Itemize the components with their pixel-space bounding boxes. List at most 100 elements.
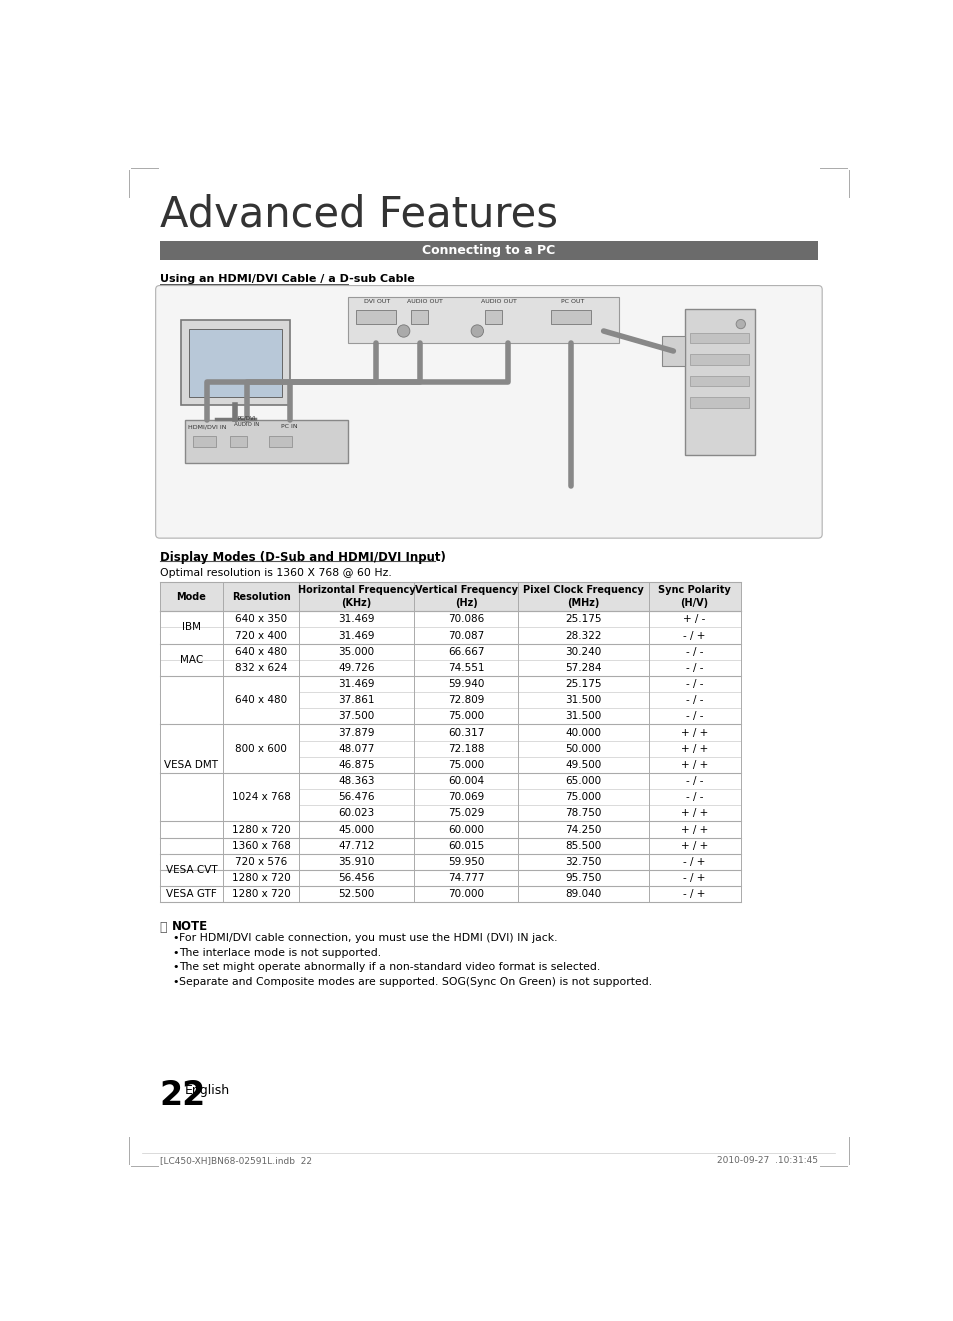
Bar (411, 310, 428, 324)
Bar (690, 375, 748, 387)
Bar (159, 757, 740, 773)
Text: 72.188: 72.188 (447, 744, 484, 754)
Bar (159, 886, 740, 902)
Bar (684, 309, 754, 454)
Text: 70.069: 70.069 (448, 793, 484, 802)
Text: 57.284: 57.284 (564, 663, 601, 672)
Text: 59.940: 59.940 (447, 679, 484, 690)
FancyBboxPatch shape (155, 285, 821, 538)
Text: NOTE: NOTE (172, 919, 208, 933)
Text: 30.240: 30.240 (565, 647, 601, 657)
Text: 1024 x 768: 1024 x 768 (232, 793, 291, 802)
Text: - / +: - / + (682, 857, 705, 867)
Text: 1280 x 720: 1280 x 720 (232, 889, 290, 900)
Text: 70.000: 70.000 (448, 889, 483, 900)
Bar (230, 436, 247, 448)
Text: 37.879: 37.879 (337, 728, 375, 737)
Text: 25.175: 25.175 (564, 679, 601, 690)
Text: VESA CVT: VESA CVT (165, 865, 217, 875)
Text: 52.500: 52.500 (338, 889, 375, 900)
Text: + / +: + / + (680, 744, 707, 754)
Text: 45.000: 45.000 (338, 824, 375, 835)
Text: English: English (184, 1085, 230, 1096)
Text: 35.000: 35.000 (338, 647, 375, 657)
Text: Advanced Features: Advanced Features (159, 193, 557, 235)
Text: 65.000: 65.000 (565, 775, 601, 786)
Text: 31.469: 31.469 (337, 630, 375, 641)
Text: [LC450-XH]BN68-02591L.indb  22: [LC450-XH]BN68-02591L.indb 22 (159, 1156, 312, 1165)
Text: PC IN: PC IN (281, 424, 297, 429)
Text: Horizontal Frequency
(KHz): Horizontal Frequency (KHz) (297, 585, 415, 608)
Text: 48.077: 48.077 (338, 744, 375, 754)
Text: - / -: - / - (685, 663, 702, 672)
Text: 22: 22 (159, 1079, 206, 1112)
Text: 31.469: 31.469 (337, 614, 375, 625)
Bar (159, 838, 740, 853)
Bar (159, 822, 740, 838)
Text: 832 x 624: 832 x 624 (234, 663, 287, 672)
Text: 40.000: 40.000 (565, 728, 600, 737)
Text: 28.322: 28.322 (564, 630, 601, 641)
Text: PC OUT: PC OUT (560, 300, 583, 304)
Text: DVI OUT: DVI OUT (364, 300, 390, 304)
Text: 85.500: 85.500 (565, 840, 601, 851)
Text: + / +: + / + (680, 840, 707, 851)
Text: •: • (172, 963, 178, 972)
Text: 72.809: 72.809 (447, 695, 484, 705)
Bar (159, 612, 740, 627)
Bar (159, 627, 740, 643)
Text: 31.500: 31.500 (565, 712, 601, 721)
Text: 60.015: 60.015 (448, 840, 484, 851)
Bar (159, 692, 740, 708)
Bar (159, 806, 740, 822)
Text: MAC: MAC (179, 655, 203, 664)
Bar (159, 741, 740, 757)
Text: 49.726: 49.726 (337, 663, 375, 672)
Text: 📋: 📋 (159, 921, 167, 934)
Text: 49.500: 49.500 (565, 760, 601, 770)
Bar (159, 708, 740, 724)
Bar (690, 354, 748, 365)
Text: Vertical Frequency
(Hz): Vertical Frequency (Hz) (415, 585, 517, 608)
Text: The interlace mode is not supported.: The interlace mode is not supported. (179, 947, 380, 958)
Text: VESA GTF: VESA GTF (166, 889, 216, 900)
Bar (185, 420, 348, 462)
Text: - / +: - / + (682, 873, 705, 882)
Bar (348, 297, 618, 343)
Bar (159, 659, 740, 676)
Text: 48.363: 48.363 (337, 775, 375, 786)
Text: 46.875: 46.875 (337, 760, 375, 770)
Text: 74.250: 74.250 (565, 824, 601, 835)
Text: 70.086: 70.086 (448, 614, 484, 625)
Bar (484, 310, 501, 324)
Text: 31.500: 31.500 (565, 695, 601, 705)
Text: •: • (172, 947, 178, 958)
Text: 60.023: 60.023 (338, 808, 375, 819)
Bar (690, 398, 748, 408)
Text: - / -: - / - (685, 775, 702, 786)
Text: 56.476: 56.476 (337, 793, 375, 802)
Text: 37.500: 37.500 (338, 712, 375, 721)
Text: 47.712: 47.712 (337, 840, 375, 851)
Bar (193, 436, 216, 448)
Bar (159, 724, 740, 741)
Text: 37.861: 37.861 (337, 695, 375, 705)
Bar (159, 643, 740, 659)
Text: 2010-09-27  ․10:31:45: 2010-09-27 ․10:31:45 (717, 1156, 818, 1165)
Text: Connecting to a PC: Connecting to a PC (422, 244, 555, 258)
Text: The set might operate abnormally if a non-standard video format is selected.: The set might operate abnormally if a no… (179, 963, 599, 972)
Text: 720 x 400: 720 x 400 (234, 630, 287, 641)
Text: 70.087: 70.087 (448, 630, 484, 641)
Text: 66.667: 66.667 (447, 647, 484, 657)
Text: AUDIO OUT: AUDIO OUT (480, 300, 517, 304)
Bar (269, 436, 292, 448)
Text: Separate and Composite modes are supported. SOG(Sync On Green) is not supported.: Separate and Composite modes are support… (179, 978, 651, 987)
Text: 1360 x 768: 1360 x 768 (232, 840, 291, 851)
Text: 640 x 480: 640 x 480 (234, 647, 287, 657)
Bar (355, 310, 395, 324)
Text: 89.040: 89.040 (565, 889, 601, 900)
Text: 1280 x 720: 1280 x 720 (232, 873, 290, 882)
Bar (550, 310, 591, 324)
Bar (189, 329, 282, 398)
Text: - / -: - / - (685, 793, 702, 802)
